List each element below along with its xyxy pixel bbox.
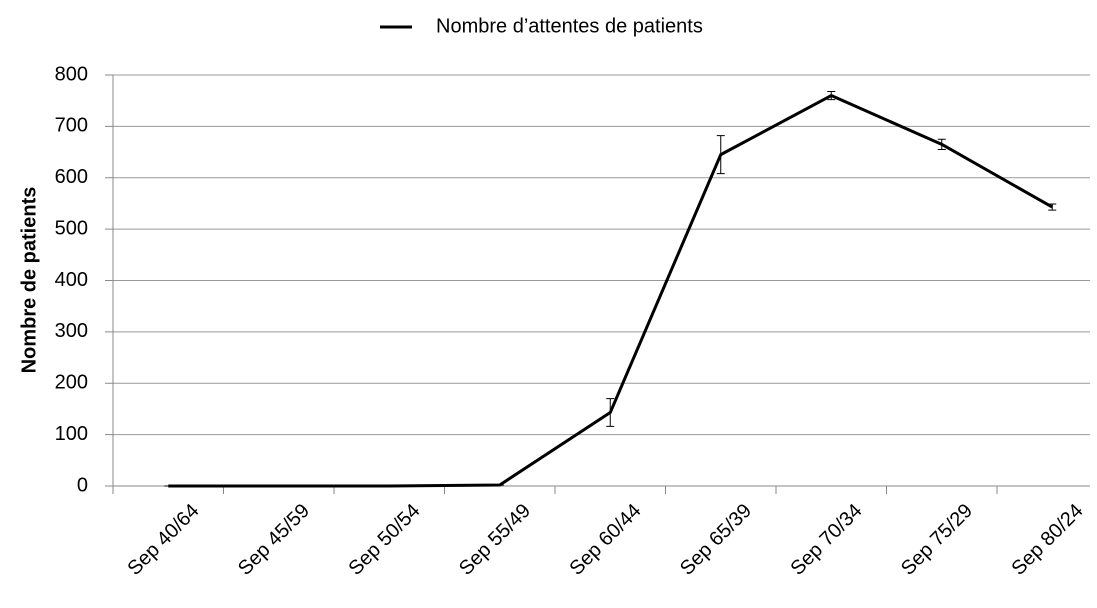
error-bar (937, 138, 946, 150)
line (168, 94, 1053, 488)
x-tick-label: Sep 65/39 (676, 500, 756, 580)
y-tick-label: 800 (55, 63, 88, 85)
x-tick-label: Sep 45/59 (234, 500, 314, 580)
x-tick-label: Sep 70/34 (786, 500, 866, 580)
y-axis-label: Nombre de patients (18, 187, 40, 374)
error-bar (716, 135, 725, 175)
y-tick-label: 0 (77, 474, 88, 496)
x-tick-label: Sep 55/49 (455, 500, 535, 580)
error-bar (827, 90, 836, 101)
x-tick-label: Sep 50/54 (344, 500, 424, 580)
x-tick-label: Sep 60/44 (565, 500, 645, 580)
y-tick-label: 200 (55, 372, 88, 394)
error-bar (606, 398, 615, 427)
x-tick-label: Sep 80/24 (1007, 500, 1087, 580)
y-tick-label: 300 (55, 320, 88, 342)
y-tick-label: 700 (55, 115, 88, 137)
x-tick-label: Sep 40/64 (123, 500, 203, 580)
y-tick-label: 400 (55, 269, 88, 291)
error-bar (1048, 203, 1057, 211)
legend-label: Nombre d’attentes de patients (436, 15, 703, 37)
y-tick-label: 600 (55, 166, 88, 188)
y-tick-label: 500 (55, 217, 88, 239)
x-tick-label: Sep 75/29 (897, 500, 977, 580)
y-tick-label: 100 (55, 423, 88, 445)
